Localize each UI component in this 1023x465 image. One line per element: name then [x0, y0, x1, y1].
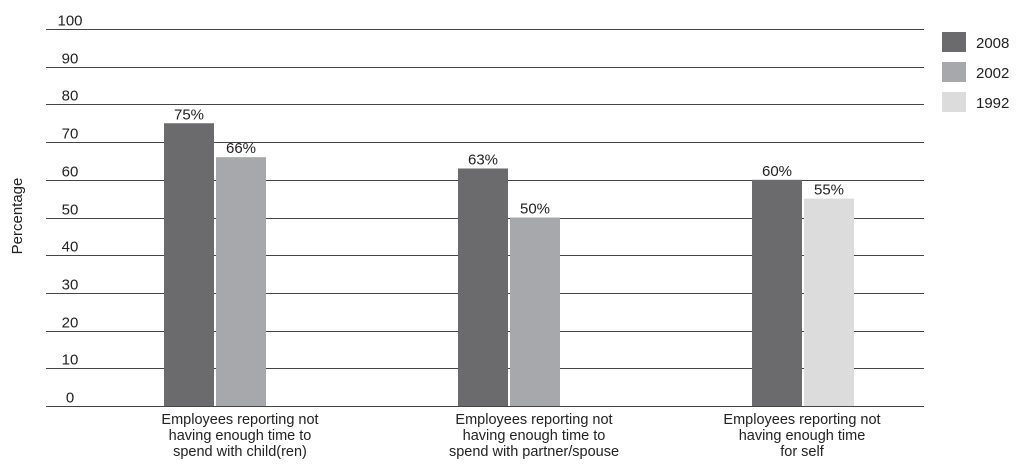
x-category-label: Employees reporting not: [161, 412, 318, 428]
data-label: 55%: [814, 182, 844, 199]
y-tick-label: 40: [62, 239, 79, 256]
data-label: 63%: [468, 151, 498, 168]
x-category-label: Employees reporting not: [455, 412, 612, 428]
data-label: 66%: [226, 140, 256, 157]
y-tick-label: 90: [62, 51, 79, 68]
legend-label: 2002: [976, 65, 1009, 82]
y-tick-label: 100: [57, 13, 82, 30]
x-category-label: having enough time: [739, 428, 866, 444]
bar-2002-cat-1: [510, 217, 560, 406]
x-category-label: spend with partner/spouse: [449, 444, 619, 460]
y-axis-label: Percentage: [9, 178, 26, 255]
data-label: 75%: [174, 106, 204, 123]
y-tick-label: 60: [62, 164, 79, 181]
data-label: 60%: [762, 163, 792, 180]
bar-2008-cat-0: [164, 123, 214, 406]
legend-label: 2008: [976, 35, 1009, 52]
bar-2002-cat-0: [216, 157, 266, 406]
legend-swatch-1992: [942, 92, 966, 112]
x-category-label: spend with child(ren): [173, 444, 307, 460]
data-labels: 75% 66% 63% 50% 60% 55%: [174, 106, 844, 217]
bar-2008-cat-2: [752, 179, 802, 406]
legend-swatch-2008: [942, 32, 966, 52]
y-tick-label: 30: [62, 277, 79, 294]
y-tick-label: 20: [62, 315, 79, 332]
y-tick-label: 50: [62, 202, 79, 219]
y-tick-label: 0: [66, 390, 74, 407]
y-tick-label: 10: [62, 352, 79, 369]
y-tick-label: 80: [62, 88, 79, 105]
legend: 2008 2002 1992: [942, 32, 1009, 112]
y-tick-label: 70: [62, 126, 79, 143]
legend-label: 1992: [976, 95, 1009, 112]
y-tick-labels: 0 10 20 30 40 50 60 70 80 90 100: [57, 13, 82, 407]
data-label: 50%: [520, 201, 550, 218]
x-category-label: having enough time to: [169, 428, 312, 444]
bar-2008-cat-1: [458, 168, 508, 406]
bar-1992-cat-2: [804, 198, 854, 406]
x-category-label: having enough time to: [463, 428, 606, 444]
x-category-label: Employees reporting not: [723, 412, 880, 428]
bars: [164, 123, 854, 406]
x-category-label: for self: [780, 444, 824, 460]
legend-swatch-2002: [942, 62, 966, 82]
